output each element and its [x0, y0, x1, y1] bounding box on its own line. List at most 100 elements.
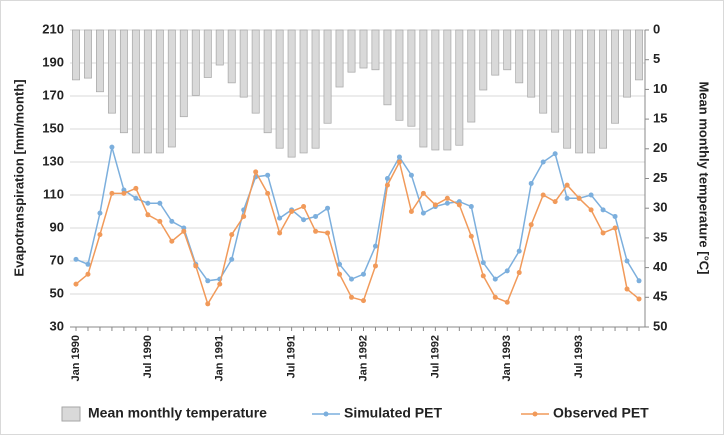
- temperature-bar: [515, 29, 524, 84]
- pet-marker: [229, 256, 235, 262]
- pet-marker: [157, 200, 163, 206]
- x-tick-label: Jul 1991: [286, 335, 298, 378]
- pet-marker: [265, 190, 271, 196]
- temperature-bar: [179, 29, 188, 118]
- pet-marker: [408, 172, 414, 178]
- x-tick-label: Jan 1992: [357, 335, 369, 381]
- temperature-bar: [191, 29, 200, 96]
- pet-marker: [217, 281, 223, 287]
- y-tick-label: 110: [43, 186, 64, 201]
- y2-tick-label: 40: [653, 259, 667, 274]
- temperature-bar: [551, 29, 560, 133]
- pet-marker: [444, 200, 450, 206]
- legend-label: Mean monthly temperature: [88, 405, 267, 421]
- pet-marker: [636, 278, 642, 284]
- pet-marker: [504, 268, 510, 274]
- pet-marker: [492, 294, 498, 300]
- pet-marker: [600, 207, 606, 213]
- temperature-bar: [215, 29, 224, 66]
- temperature-bar: [587, 29, 596, 154]
- x-tick-label: Jan 1991: [214, 335, 226, 381]
- legend-marker: [532, 411, 538, 417]
- pet-marker: [277, 215, 283, 221]
- y-tick-label: 50: [50, 285, 64, 300]
- pet-marker: [97, 210, 103, 216]
- pet-marker: [265, 172, 271, 178]
- pet-marker: [85, 271, 91, 277]
- pet-marker: [181, 228, 187, 234]
- y-tick-label: 30: [50, 318, 64, 333]
- pet-marker: [145, 200, 151, 206]
- temperature-bar: [287, 29, 296, 158]
- temperature-bar: [455, 29, 464, 146]
- y-tick-label: 130: [42, 153, 64, 168]
- temperature-bar: [503, 29, 512, 71]
- temperature-bar: [311, 29, 320, 149]
- pet-marker: [73, 256, 79, 262]
- temperature-bar: [395, 29, 404, 121]
- y-axis-label: Evapotranspiration [mm/month]: [11, 79, 26, 276]
- temperature-bar: [131, 29, 140, 154]
- pet-marker: [372, 263, 378, 269]
- temperature-bar: [335, 29, 344, 88]
- pet-marker: [588, 192, 594, 198]
- legend-label: Simulated PET: [344, 405, 442, 421]
- temperature-bar: [203, 29, 212, 78]
- temperature-bar: [479, 29, 488, 91]
- y-tick-label: 70: [50, 252, 64, 267]
- pet-marker: [408, 209, 414, 214]
- y2-tick-label: 10: [653, 81, 667, 96]
- pet-marker: [205, 278, 211, 284]
- pet-marker: [169, 238, 175, 244]
- pet-marker: [301, 217, 307, 223]
- pet-marker: [384, 176, 390, 181]
- pet-marker: [564, 195, 570, 201]
- legend-label: Observed PET: [553, 405, 649, 421]
- temperature-bar: [155, 29, 164, 154]
- temperature-bar: [167, 29, 176, 148]
- pet-marker: [396, 154, 402, 160]
- temperature-bar: [635, 29, 643, 81]
- temperature-bar: [383, 29, 392, 106]
- pet-marker: [624, 286, 630, 292]
- temperature-bar: [347, 29, 356, 73]
- temperature-bar: [563, 29, 572, 149]
- pet-marker: [468, 204, 474, 210]
- temperature-bar: [72, 29, 80, 81]
- pet-marker: [229, 232, 235, 238]
- pet-marker: [372, 243, 378, 249]
- pet-marker: [73, 281, 79, 287]
- temperature-bar: [275, 29, 284, 149]
- pet-marker: [444, 195, 450, 201]
- temperature-bar: [227, 29, 236, 84]
- pet-marker: [289, 209, 295, 214]
- pet-marker: [612, 213, 618, 219]
- y2-tick-label: 5: [653, 51, 660, 66]
- x-tick-label: Jan 1993: [501, 335, 513, 381]
- pet-marker: [133, 185, 139, 191]
- pet-marker: [133, 195, 139, 201]
- y-tick-label: 90: [50, 219, 64, 234]
- temperature-bar: [431, 29, 440, 151]
- pet-marker: [253, 169, 259, 175]
- legend-marker: [323, 411, 329, 417]
- y2-tick-label: 0: [653, 21, 660, 36]
- pet-marker: [109, 190, 115, 196]
- pet-marker: [109, 144, 115, 150]
- y2-tick-label: 45: [653, 289, 667, 304]
- pet-marker: [456, 202, 462, 208]
- pet-marker: [600, 230, 606, 236]
- pet-marker: [504, 299, 510, 305]
- pet-marker: [564, 182, 570, 188]
- y2-tick-label: 25: [653, 170, 667, 185]
- y2-tick-label: 20: [653, 140, 667, 155]
- y-tick-label: 210: [42, 21, 64, 36]
- legend-swatch: [61, 406, 81, 422]
- temperature-bar: [491, 29, 500, 76]
- pet-marker: [85, 261, 91, 267]
- pet-marker: [360, 271, 366, 277]
- temperature-bar: [623, 29, 631, 98]
- pet-marker: [277, 230, 283, 236]
- pet-marker: [588, 207, 594, 213]
- pet-marker: [145, 212, 151, 218]
